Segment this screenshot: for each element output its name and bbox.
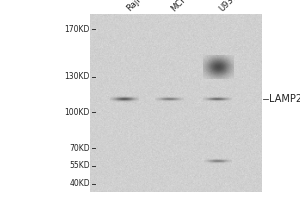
Text: MCF-7: MCF-7: [169, 0, 194, 13]
Text: 170KD: 170KD: [64, 25, 90, 34]
Text: U937: U937: [218, 0, 239, 13]
Text: 55KD: 55KD: [69, 161, 90, 170]
Text: 100KD: 100KD: [64, 108, 90, 117]
Text: 70KD: 70KD: [69, 144, 90, 153]
Text: 130KD: 130KD: [64, 72, 90, 81]
Text: 40KD: 40KD: [69, 179, 90, 188]
Text: Raji: Raji: [124, 0, 142, 13]
Text: LAMP2: LAMP2: [268, 94, 300, 104]
